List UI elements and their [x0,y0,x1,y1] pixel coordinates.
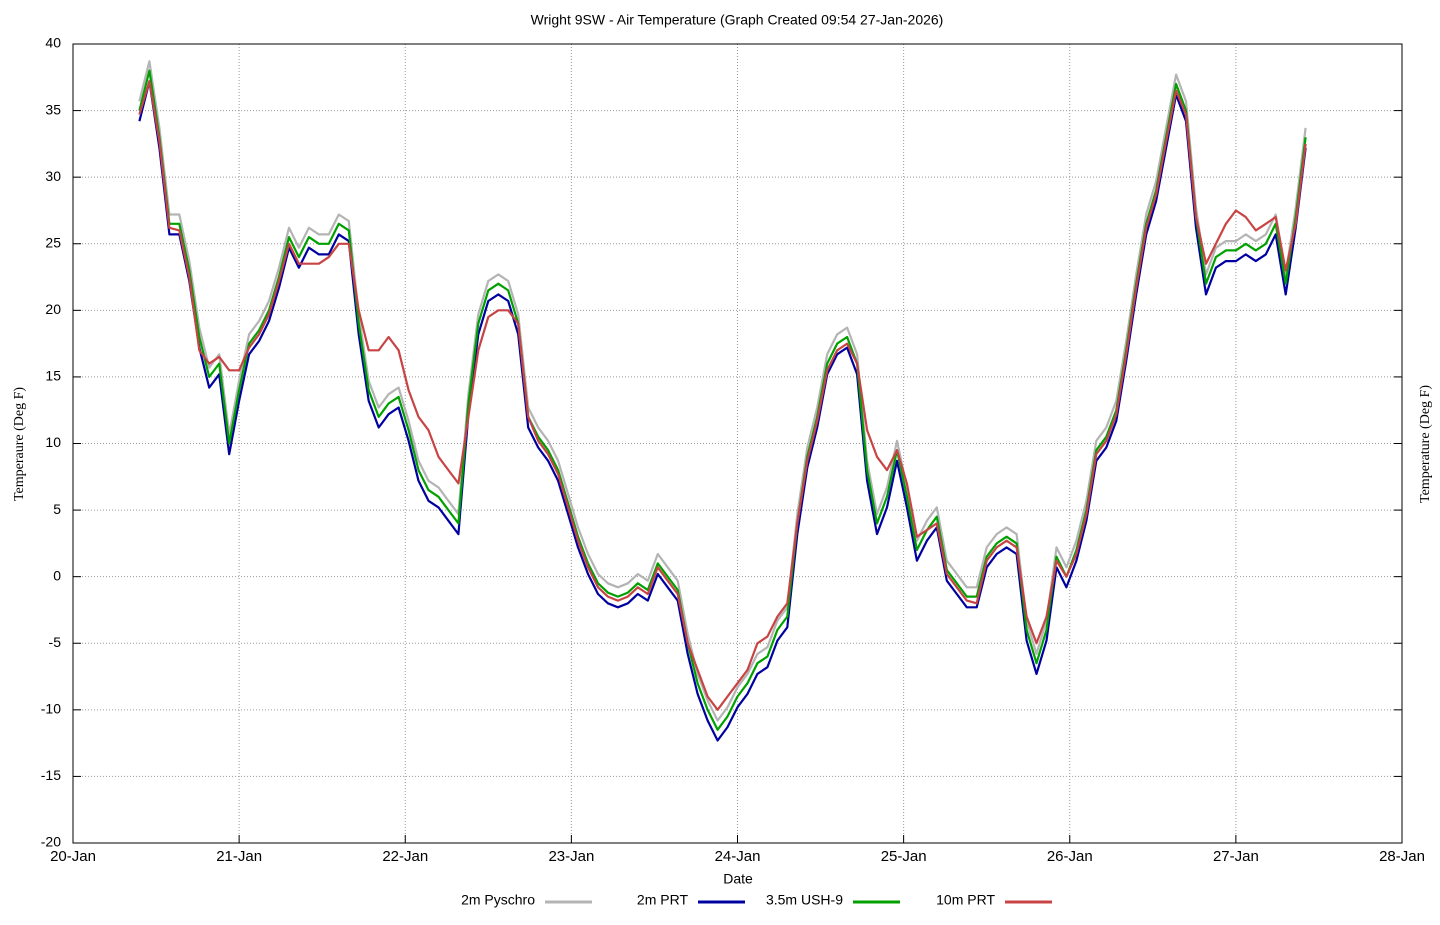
x-tick-label: 25-Jan [881,848,927,865]
x-tick-label: 24-Jan [715,848,761,865]
y-tick-label: 5 [53,501,61,517]
x-tick-label: 27-Jan [1213,848,1259,865]
x-axis-label: Date [723,871,753,887]
y-tick-label: 10 [45,434,61,450]
series-line [138,80,1307,711]
y-tick-label: 0 [53,567,61,583]
chart-title: Wright 9SW - Air Temperature (Graph Crea… [531,12,944,28]
y-tick-label: 30 [45,168,61,184]
y-tick-label: -15 [41,767,61,783]
series-line [138,69,1307,731]
y2-axis-label: Temperature (Deg F) [1418,385,1433,503]
x-tick-label: 21-Jan [216,848,262,865]
x-tick-label: 26-Jan [1047,848,1093,865]
legend-label: 10m PRT [936,892,995,908]
legend-label: 3.5m USH-9 [766,892,843,908]
y-tick-label: 25 [45,234,61,250]
y-tick-label: 15 [45,368,61,384]
y-tick-label: 20 [45,301,61,317]
y-tick-label: 35 [45,101,61,117]
series-line [138,80,1307,742]
series-line [138,60,1307,722]
y-tick-label: -10 [41,701,61,717]
x-tick-label: 20-Jan [50,848,96,865]
y-axis-label: Temperaure (Deg F) [12,387,27,501]
y-tick-label: -20 [41,834,61,850]
plot-frame [72,43,1403,844]
y-tick-label: -5 [49,634,62,650]
x-tick-label: 23-Jan [548,848,594,865]
x-tick-label: 22-Jan [382,848,428,865]
y-tick-label: 40 [45,35,61,51]
legend-label: 2m Pyschro [461,892,535,908]
x-tick-label: 28-Jan [1379,848,1425,865]
legend-label: 2m PRT [637,892,689,908]
